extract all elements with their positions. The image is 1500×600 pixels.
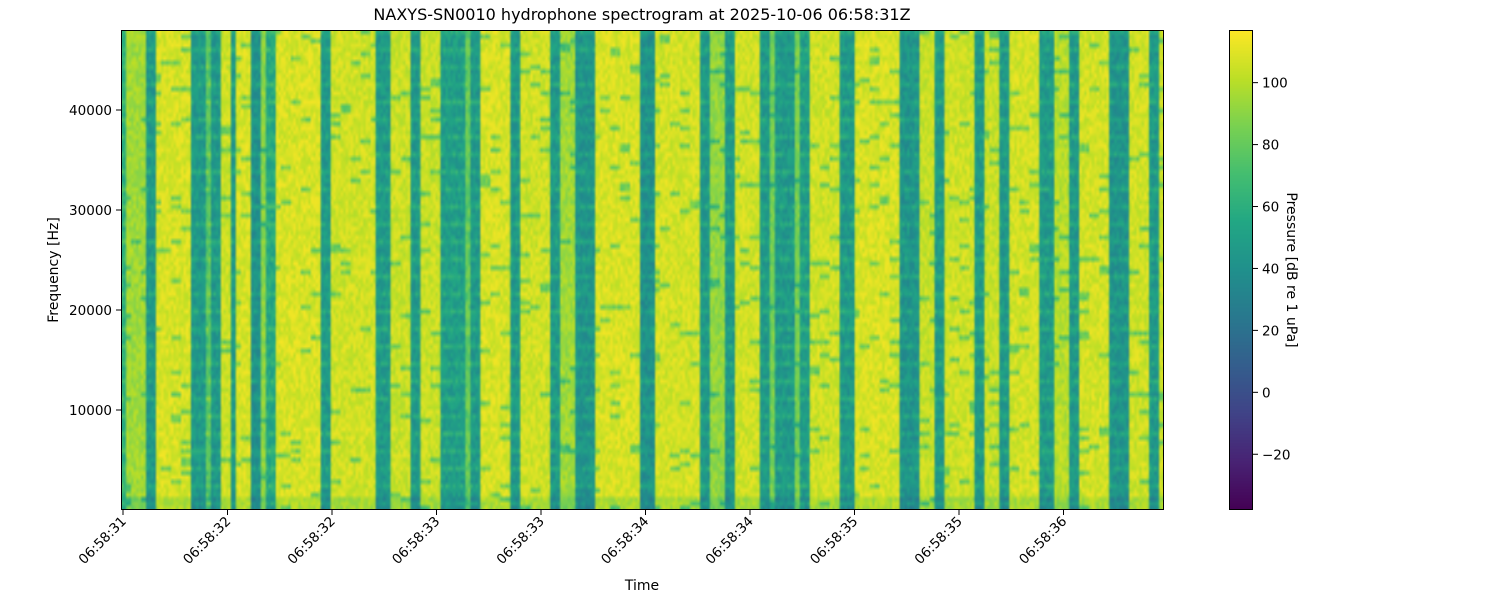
colorbar-gradient xyxy=(1229,30,1253,510)
colorbar-tick-label: 60 xyxy=(1262,200,1279,216)
y-ticks: 10000 20000 30000 40000 xyxy=(69,103,121,419)
chart-title: NAXYS-SN0010 hydrophone spectrogram at 2… xyxy=(373,5,910,24)
spectrogram-heatmap xyxy=(121,30,1164,510)
x-tick-label: 06:58:33 xyxy=(389,514,443,568)
y-axis-label: Frequency [Hz] xyxy=(46,217,62,323)
x-tick-label: 06:58:33 xyxy=(494,514,548,568)
y-tick-label: 10000 xyxy=(69,403,112,419)
colorbar-ticks: −20 0 20 40 60 80 100 xyxy=(1253,76,1291,463)
x-tick-label: 06:58:34 xyxy=(703,514,757,568)
x-tick-label: 06:58:35 xyxy=(807,514,861,568)
x-tick-label: 06:58:32 xyxy=(285,514,339,568)
y-tick-label: 40000 xyxy=(69,103,112,119)
colorbar-tick-label: −20 xyxy=(1262,447,1291,463)
x-tick-label: 06:58:36 xyxy=(1016,514,1070,568)
x-tick-label: 06:58:31 xyxy=(76,514,130,568)
x-tick-label: 06:58:34 xyxy=(598,514,652,568)
y-tick-label: 30000 xyxy=(69,203,112,219)
plot-frame xyxy=(121,30,1164,510)
colorbar-tick-label: 0 xyxy=(1262,385,1271,401)
colorbar-label: Pressure [dB re 1 uPa] xyxy=(1283,192,1299,347)
colorbar-frame xyxy=(1229,30,1253,510)
x-ticks: 06:58:31 06:58:32 06:58:32 06:58:33 06:58:33… xyxy=(76,510,1070,568)
y-tick-label: 20000 xyxy=(69,303,112,319)
colorbar-tick-label: 80 xyxy=(1262,138,1279,154)
x-tick-label: 06:58:32 xyxy=(180,514,234,568)
x-axis-label: Time xyxy=(624,578,659,594)
colorbar-tick-label: 20 xyxy=(1262,323,1279,339)
colorbar-tick-label: 40 xyxy=(1262,261,1279,277)
x-tick-label: 06:58:35 xyxy=(912,514,966,568)
colorbar-tick-label: 100 xyxy=(1262,76,1288,92)
